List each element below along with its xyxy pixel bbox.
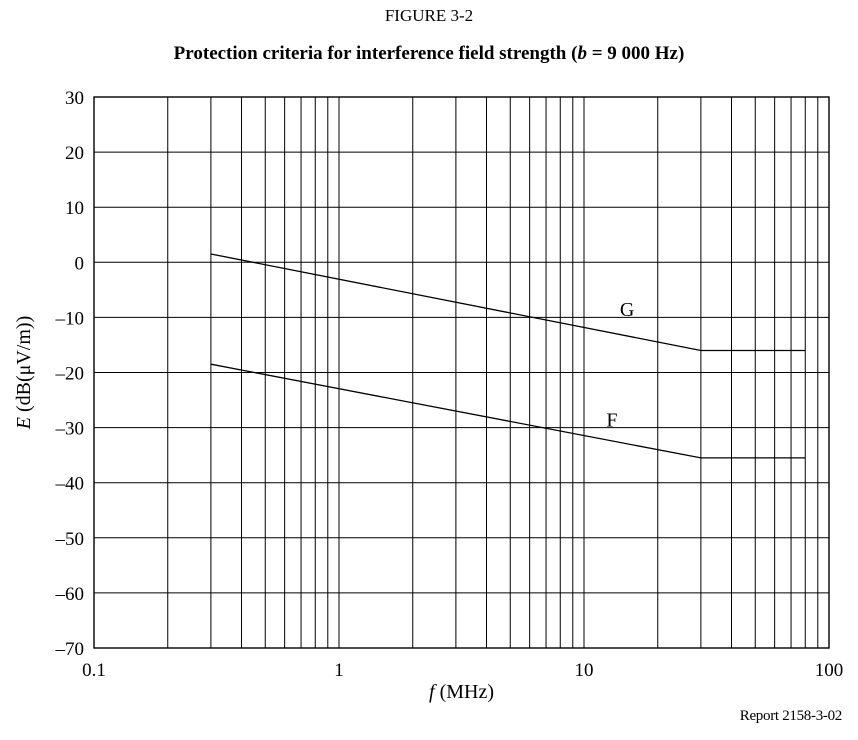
- y-tick-label: 0: [75, 253, 85, 274]
- y-tick-label: –70: [55, 639, 85, 660]
- y-tick-label: –50: [55, 529, 85, 550]
- y-tick-label: –40: [55, 474, 85, 495]
- series-label-f: F: [606, 409, 617, 431]
- series-group: GF: [210, 253, 806, 459]
- y-tick-label: –60: [55, 584, 85, 605]
- y-tick-label: 20: [65, 143, 84, 164]
- y-tick-labels: 30 20 10 0 –10 –20 –30 –40 –50 –60 –70: [55, 88, 85, 660]
- chart-title: Protection criteria for interference fie…: [0, 43, 858, 65]
- series-line-f: [210, 363, 806, 459]
- plot-frame: [93, 96, 830, 649]
- x-axis-label: f (MHz): [429, 681, 494, 703]
- title-suffix: = 9 000 Hz): [586, 43, 685, 64]
- y-tick-label: –20: [55, 364, 85, 385]
- x-axis-unit: (MHz): [440, 681, 494, 703]
- series-line-g: [210, 253, 806, 352]
- title-prefix: Protection criteria for interference fie…: [173, 43, 578, 64]
- x-axis-variable: f: [429, 681, 437, 703]
- y-axis-unit: (dB(μV/m)): [13, 316, 35, 412]
- y-axis-variable: E: [13, 417, 35, 430]
- grid: [94, 97, 829, 648]
- y-axis-label: E (dB(μV/m)): [13, 316, 35, 430]
- y-tick-label: 30: [65, 88, 84, 109]
- x-tick-labels: 0.1 1 10 100: [82, 660, 843, 681]
- figure-label: FIGURE 3-2: [384, 6, 474, 25]
- x-tick-label: 1: [334, 660, 344, 681]
- report-id: Report 2158-3-02: [739, 708, 843, 724]
- x-tick-label: 0.1: [82, 660, 106, 681]
- y-tick-label: –30: [55, 419, 85, 440]
- x-tick-label: 100: [815, 660, 844, 681]
- x-tick-label: 10: [575, 660, 594, 681]
- y-tick-label: 10: [65, 198, 84, 219]
- series-label-g: G: [620, 299, 634, 321]
- title-variable: b: [577, 43, 587, 64]
- y-tick-label: –10: [55, 308, 85, 329]
